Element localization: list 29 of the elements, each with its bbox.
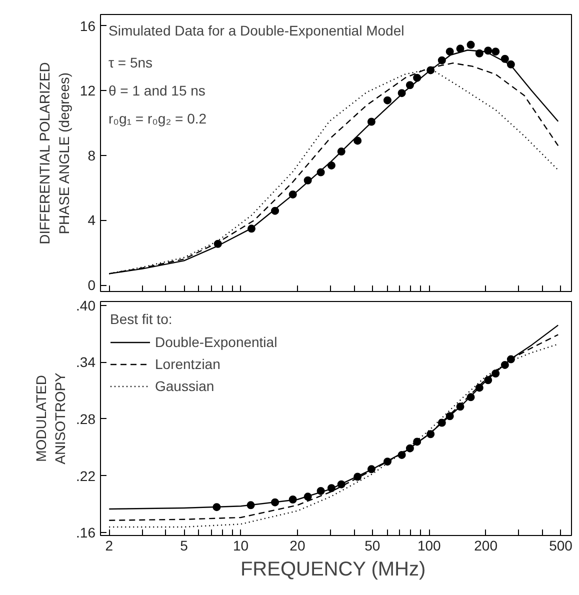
legend-label: Lorentzian — [155, 356, 220, 372]
y-tick-label: 0 — [88, 277, 96, 294]
annotation: τ = 5ns — [108, 54, 153, 70]
y-tick-label: 8 — [88, 147, 96, 164]
y-tick-label: 16 — [80, 18, 96, 34]
y-tick-label: .28 — [76, 410, 96, 427]
annotation: θ = 1 and 15 ns — [108, 82, 206, 98]
y-axis-title: MODULATED ANISOTROPY — [32, 372, 68, 464]
y-axis-title: DIFFERENTIAL POLARIZED PHASE ANGLE (degrees) — [36, 62, 72, 244]
y-tick-label: .16 — [76, 524, 96, 541]
x-tick-label: 5 — [180, 538, 188, 554]
y-tick-label: 12 — [80, 82, 96, 99]
x-tick-label: 200 — [474, 538, 498, 554]
legend-title: Best fit to: — [110, 311, 174, 327]
annotation: r₀g₁ = r₀g₂ = 0.2 — [108, 110, 207, 126]
y-tick-label: 4 — [88, 212, 96, 228]
x-tick-label: 2 — [105, 538, 114, 554]
x-tick-label: 50 — [364, 538, 380, 554]
legend-label: Double-Exponential — [155, 334, 278, 350]
legend-label: Gaussian — [155, 378, 214, 394]
x-tick-label: 20 — [290, 538, 306, 554]
x-tick-label: 500 — [549, 538, 573, 554]
y-tick-label: .40 — [76, 297, 96, 314]
y-tick-label: .34 — [76, 354, 96, 370]
x-tick-label: 10 — [232, 538, 249, 554]
x-axis-title: FREQUENCY (MHz) — [240, 558, 426, 580]
text: Simulated Data for a Double-Exponential Model — [108, 22, 404, 38]
x-tick-label: 100 — [417, 538, 442, 554]
y-tick-label: .22 — [76, 468, 96, 484]
